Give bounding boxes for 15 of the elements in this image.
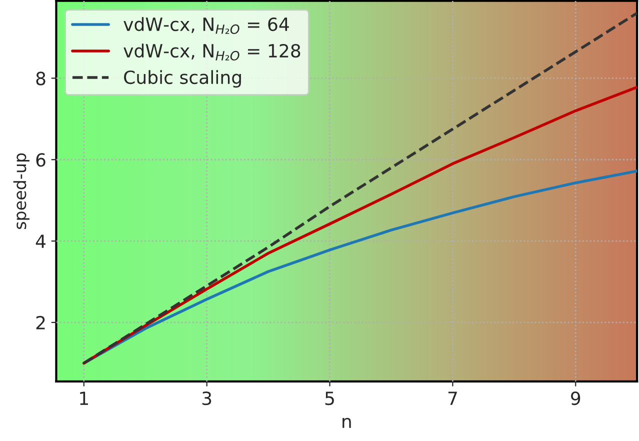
y-tick-label: 4 [36, 234, 46, 248]
y-axis-title: speed-up [13, 153, 30, 230]
y-tick-label: 2 [36, 316, 45, 330]
line-series [82, 12, 638, 365]
x-tick-label: 5 [325, 392, 334, 406]
y-tick-label: 8 [36, 72, 46, 86]
legend-label: Cubic scaling [124, 70, 241, 88]
x-tick-label: 3 [202, 392, 212, 406]
x-tick-label: 7 [448, 392, 457, 405]
x-axis-title: n [342, 418, 351, 428]
x-tick-label: 9 [571, 392, 580, 406]
x-tick-label: 1 [80, 392, 88, 405]
legend-label: vdW-cx, N$_{H₂O}$ = 64 [124, 17, 289, 34]
legend-label: vdW-cx, N$_{H₂O}$ = 128 [124, 44, 300, 60]
y-tick-label: 6 [36, 153, 46, 167]
